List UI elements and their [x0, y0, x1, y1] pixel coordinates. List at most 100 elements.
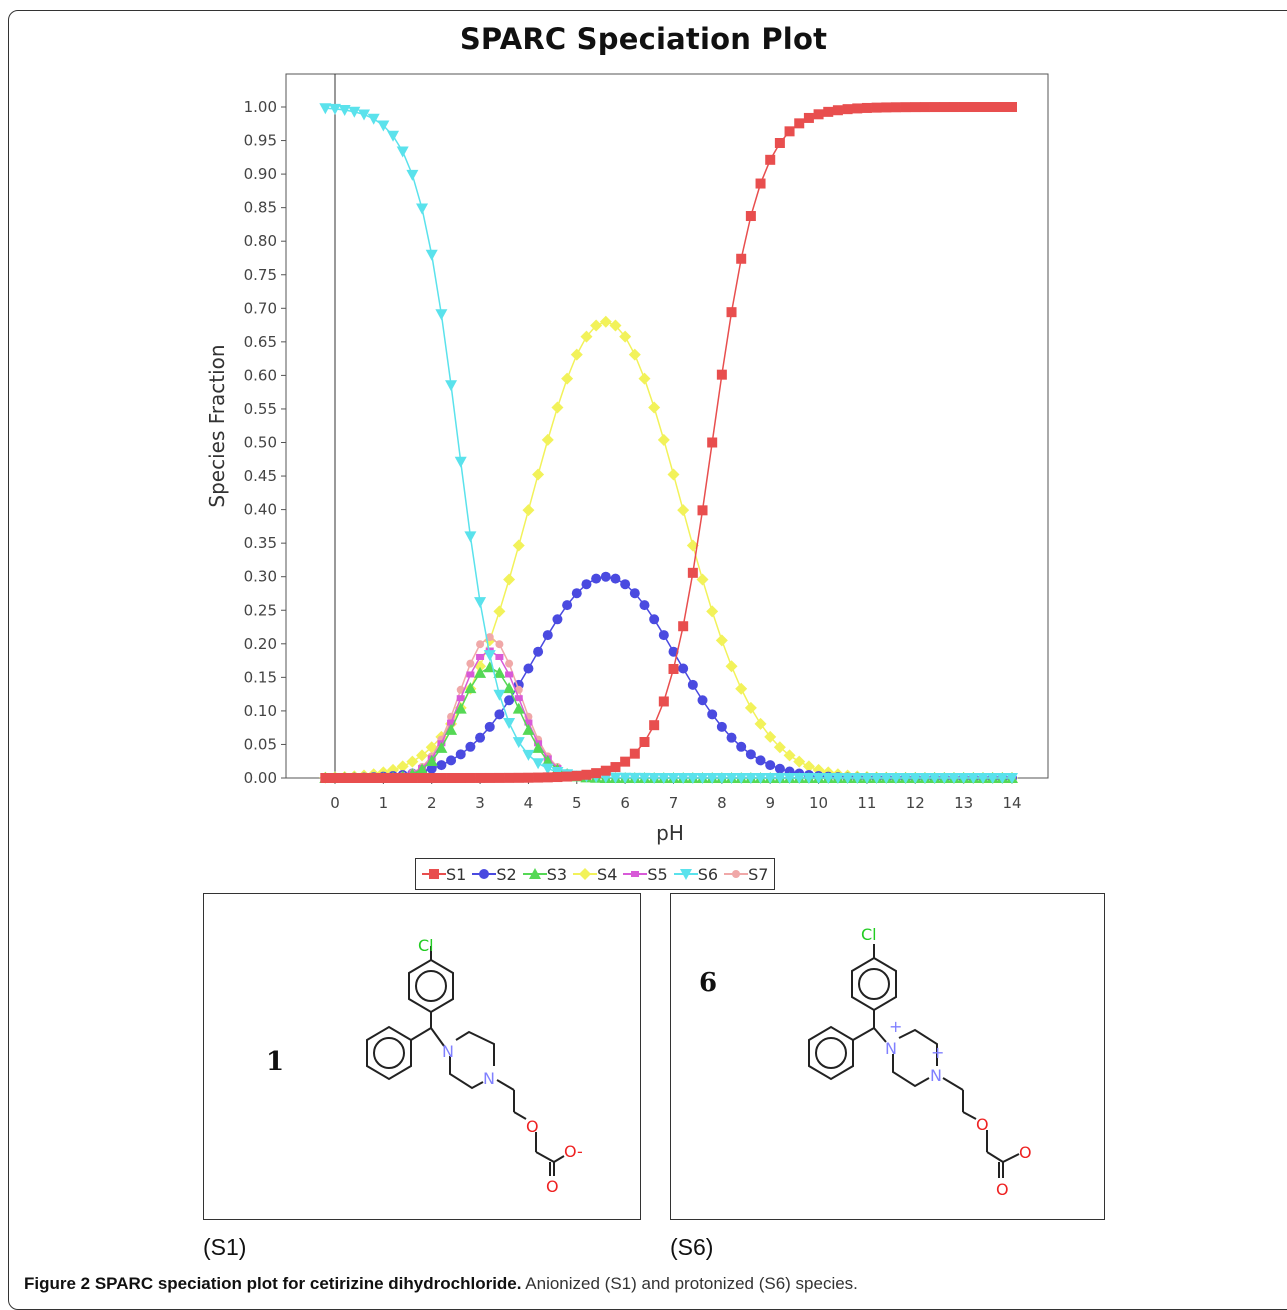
- data-point: [774, 138, 785, 149]
- data-point: [464, 682, 477, 694]
- legend-label: S5: [647, 864, 668, 884]
- data-point: [465, 741, 476, 752]
- data-point: [765, 154, 776, 165]
- data-point: [541, 763, 554, 775]
- data-point: [620, 756, 631, 767]
- data-point: [648, 401, 661, 414]
- data-point: [571, 588, 582, 599]
- data-point: [773, 772, 786, 784]
- data-point: [425, 754, 438, 766]
- legend-item-s1: S1: [422, 865, 466, 884]
- data-point: [456, 695, 465, 702]
- data-point: [425, 249, 438, 261]
- x-tick-label: 2: [427, 794, 437, 812]
- data-point: [638, 372, 651, 385]
- data-point: [348, 106, 361, 118]
- data-point: [377, 120, 390, 132]
- atom-o1: O: [526, 1117, 539, 1136]
- data-point: [987, 102, 998, 113]
- data-point: [783, 749, 796, 762]
- data-point: [997, 102, 1008, 113]
- data-point: [948, 102, 959, 113]
- y-axis: 0.00 0.05 0.10 0.15 0.20 0.25 0.30 0.35 0.40 0.45…: [244, 98, 286, 787]
- data-point: [976, 773, 989, 784]
- data-point: [552, 614, 563, 625]
- data-point: [745, 211, 756, 222]
- data-point: [657, 433, 670, 446]
- data-point: [609, 319, 622, 332]
- y-tick-label: 0.00: [244, 769, 277, 787]
- legend-item-s2: S2: [472, 865, 517, 884]
- chart-title: SPARC Speciation Plot: [459, 22, 828, 56]
- data-point: [648, 772, 661, 784]
- structure-panel-s6: 6 Cl + N + N O O O: [670, 893, 1105, 1220]
- data-point: [512, 737, 525, 749]
- data-point: [899, 773, 912, 784]
- data-point: [435, 741, 448, 753]
- data-point: [657, 772, 670, 784]
- x-tick-label: 1: [379, 794, 389, 812]
- legend-item-s7: S7: [724, 865, 768, 884]
- data-point: [851, 773, 864, 784]
- data-point: [744, 701, 757, 714]
- data-point: [939, 102, 950, 113]
- data-point: [464, 531, 477, 543]
- legend-item-s6: S6: [673, 865, 718, 884]
- atom-plus-2: +: [931, 1043, 944, 1062]
- cetirizine-cation-structure: Cl + N + N O O O: [808, 925, 1032, 1199]
- y-tick-label: 0.55: [244, 400, 277, 418]
- data-point: [889, 773, 902, 784]
- data-point: [735, 772, 748, 784]
- caption-s6: (S6): [670, 1234, 714, 1260]
- data-point: [532, 468, 545, 481]
- data-point: [783, 772, 796, 784]
- cetirizine-anion-structure: Cl N N O O O-: [366, 936, 583, 1196]
- figure-caption-text: Anionized (S1) and protonized (S6) speci…: [521, 1274, 858, 1293]
- data-point: [732, 870, 741, 878]
- data-point: [542, 630, 553, 641]
- x-tick-label: 0: [330, 794, 340, 812]
- data-point: [677, 504, 690, 517]
- data-point: [445, 380, 458, 392]
- figure-caption-title: Figure 2 SPARC speciation plot for cetir…: [24, 1274, 522, 1293]
- data-point: [745, 749, 756, 760]
- y-tick-label: 0.45: [244, 467, 277, 485]
- x-tick-label: 14: [1002, 794, 1021, 812]
- data-point: [417, 772, 428, 783]
- data-point: [368, 772, 379, 783]
- y-tick-label: 0.25: [244, 601, 277, 619]
- atom-o1: O: [976, 1115, 989, 1134]
- data-point: [678, 621, 689, 632]
- data-point: [475, 732, 486, 743]
- data-point: [687, 679, 698, 690]
- data-point: [754, 717, 767, 730]
- data-point: [628, 348, 641, 361]
- legend-swatch: [724, 870, 749, 878]
- caption-s1: (S1): [203, 1234, 247, 1260]
- data-point: [715, 772, 728, 784]
- atom-n2: N: [930, 1066, 942, 1085]
- data-point: [600, 571, 611, 582]
- data-point: [658, 696, 669, 707]
- data-point: [716, 369, 727, 380]
- data-point: [831, 773, 844, 784]
- data-point: [532, 741, 545, 753]
- x-tick-label: 11: [857, 794, 876, 812]
- series-layer: [319, 102, 1018, 784]
- data-point: [541, 433, 554, 446]
- data-point: [528, 868, 541, 879]
- data-point: [455, 772, 466, 783]
- data-point: [523, 663, 534, 674]
- data-point: [628, 772, 641, 784]
- data-point: [485, 633, 494, 642]
- data-point: [493, 689, 506, 701]
- x-tick-label: 3: [475, 794, 485, 812]
- legend-swatch: [522, 868, 547, 879]
- data-point: [697, 505, 708, 516]
- data-point: [754, 772, 767, 784]
- y-tick-label: 0.05: [244, 735, 277, 753]
- data-point: [503, 682, 516, 694]
- data-point: [958, 102, 969, 113]
- data-point: [562, 600, 573, 611]
- data-point: [909, 773, 922, 784]
